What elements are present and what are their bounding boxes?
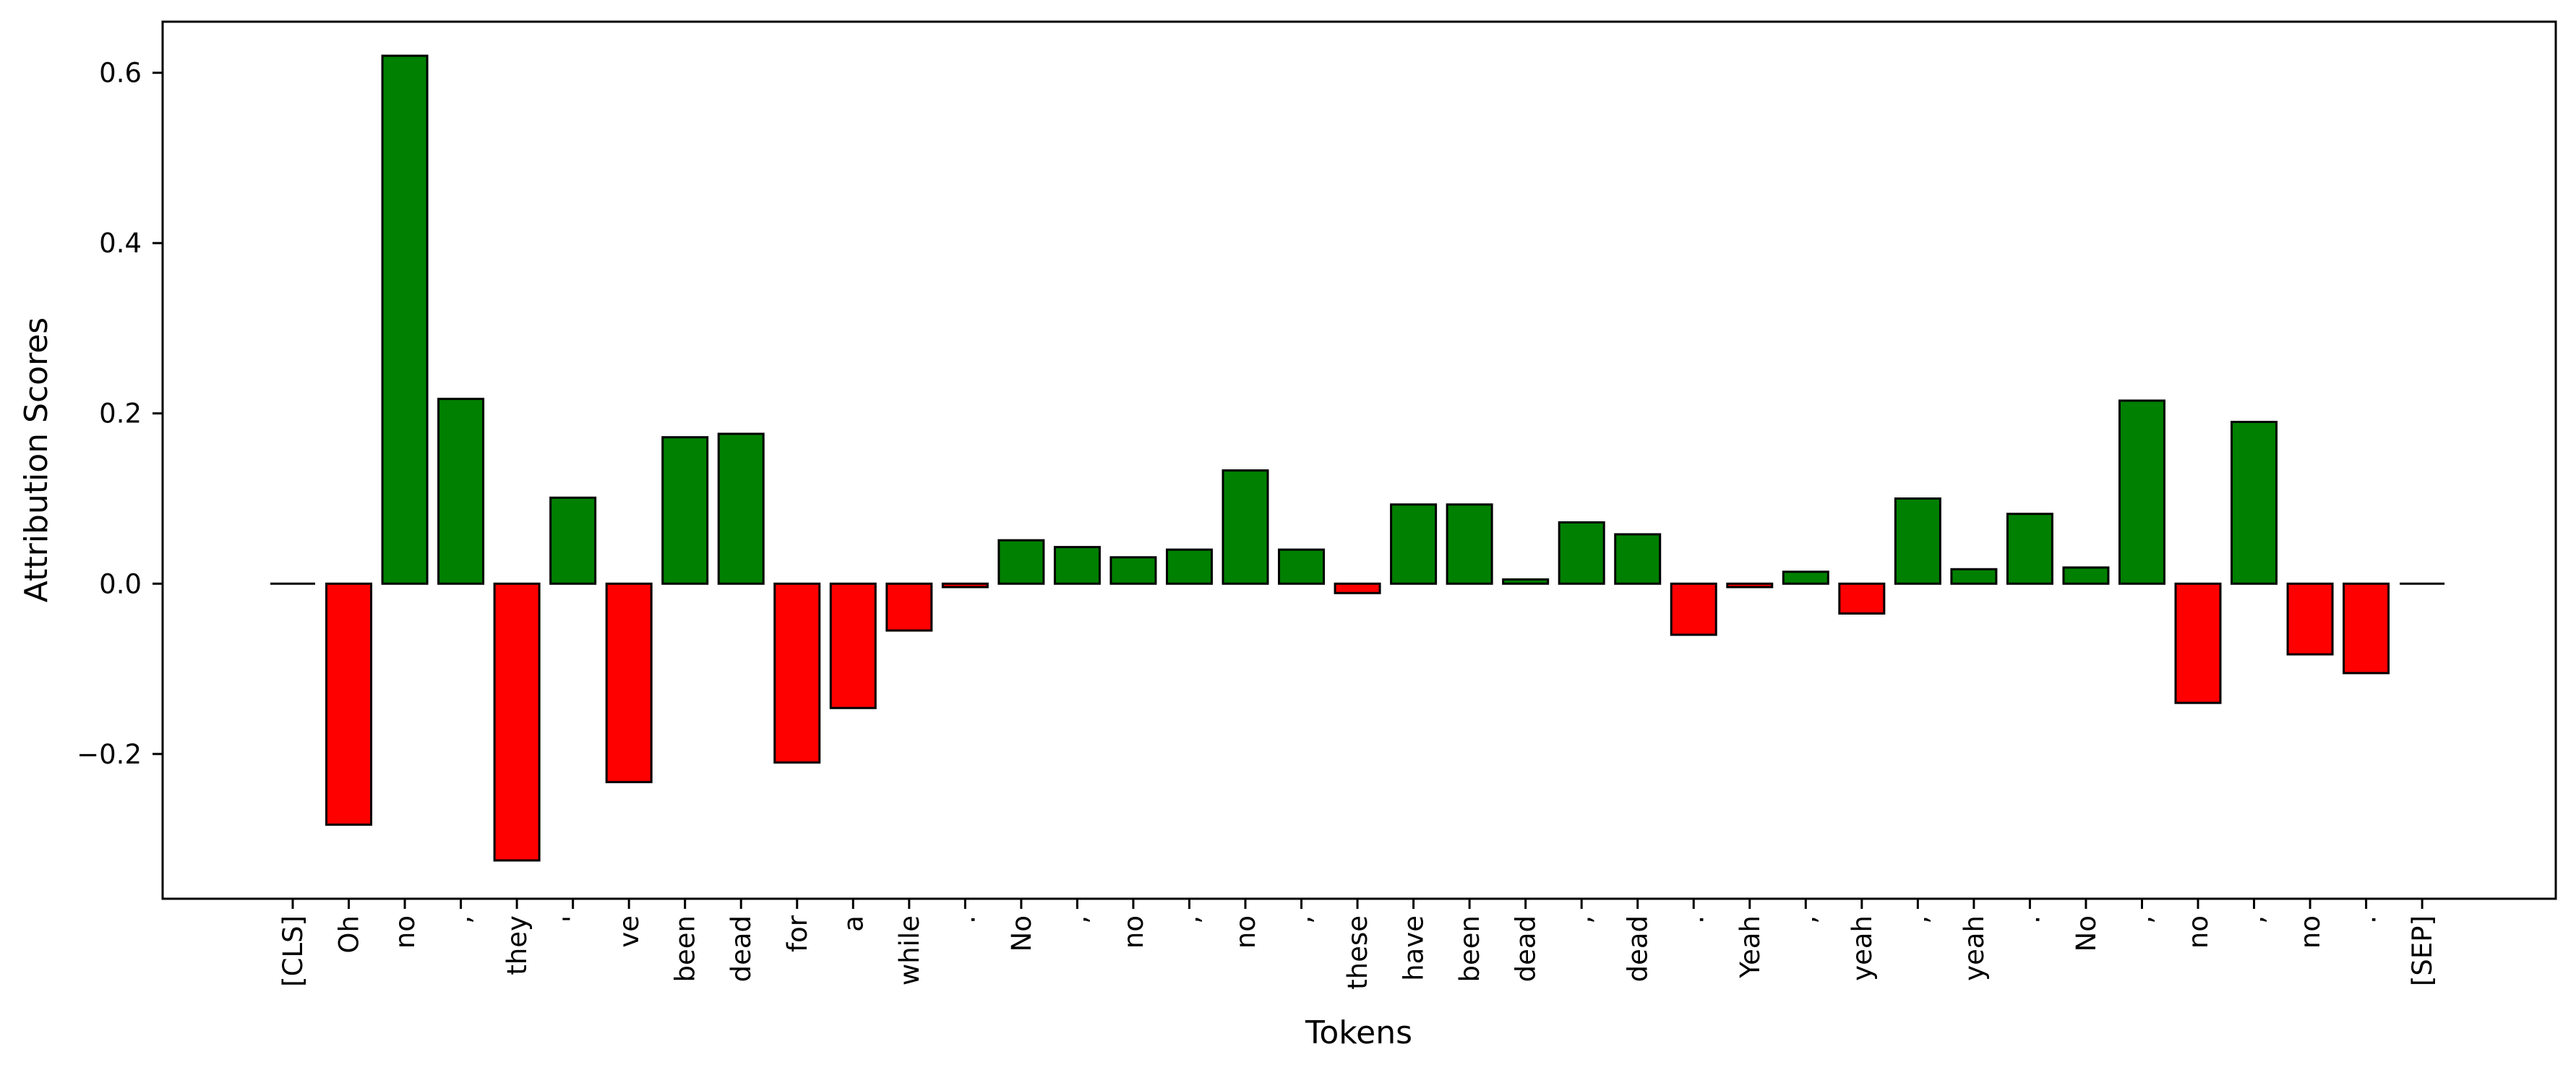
y-axis: −0.2 0.0 0.2 0.4 0.6 (77, 58, 163, 770)
bar-27 (1782, 570, 1829, 585)
x-tick-label: ' (558, 915, 589, 923)
bar-4 (493, 582, 541, 862)
bar-34 (2174, 582, 2222, 704)
x-tick-label: yeah (1959, 915, 1990, 981)
bar-19 (1334, 582, 1381, 594)
x-tick-label: Yeah (1735, 915, 1766, 979)
x-tick-label: No (2071, 915, 2102, 952)
y-tick-label: 0.0 (99, 568, 142, 599)
x-tick-label: , (1566, 915, 1597, 924)
x-tick-label: dead (1511, 915, 1542, 982)
x-tick-label: no (1118, 915, 1149, 949)
x-tick-label: been (670, 915, 701, 982)
bar-32 (2062, 566, 2110, 585)
bar-6 (605, 582, 653, 784)
x-tick-label: no (390, 915, 421, 949)
bar-15 (1109, 556, 1157, 585)
bar-5 (549, 496, 597, 585)
x-tick-label: while (894, 915, 925, 986)
x-tick-label: Oh (334, 915, 365, 954)
bar-2 (381, 54, 429, 585)
bar-23 (1558, 521, 1605, 585)
bar-37 (2343, 582, 2390, 675)
bar-21 (1446, 503, 1493, 585)
bar-9 (773, 582, 821, 764)
x-tick-label: , (1287, 915, 1318, 924)
bar-8 (717, 432, 765, 585)
x-tick-label: a (838, 915, 869, 932)
bar-28 (1838, 582, 1886, 615)
bar-30 (1950, 568, 1998, 585)
bar-31 (2006, 513, 2053, 585)
x-tick-label: , (2126, 915, 2158, 924)
bar-20 (1390, 503, 1438, 585)
bar-29 (1894, 497, 1941, 585)
bar-18 (1278, 548, 1326, 585)
x-tick-label: have (1399, 915, 1430, 981)
y-tick-label: 0.6 (99, 58, 142, 89)
x-tick-label: , (2239, 915, 2270, 924)
y-tick-label: −0.2 (77, 739, 142, 770)
bar-17 (1222, 469, 1269, 585)
bar-11 (885, 582, 933, 632)
x-tick-label: . (950, 915, 981, 924)
plot-frame (161, 20, 2557, 900)
x-axis-label: Tokens (1305, 1014, 1412, 1051)
x-tick-label: yeah (1847, 915, 1878, 981)
bar-1 (325, 582, 373, 826)
bar-13 (997, 539, 1045, 585)
x-tick-label: , (1790, 915, 1821, 924)
x-tick-label: for (782, 915, 813, 952)
bar-33 (2118, 399, 2165, 585)
x-tick-label: [SEP] (2407, 915, 2438, 986)
y-tick-label: 0.4 (99, 228, 142, 259)
bar-35 (2231, 421, 2278, 585)
bar-14 (1053, 546, 1101, 585)
bars-group (325, 54, 2390, 862)
bar-36 (2286, 582, 2334, 656)
x-tick-label: , (446, 915, 477, 924)
x-tick-label: . (2014, 915, 2045, 924)
x-tick-label: ve (614, 915, 645, 948)
bar-16 (1165, 548, 1213, 585)
bar-10 (829, 582, 877, 709)
x-tick-label: no (2183, 915, 2214, 949)
bar-22 (1502, 578, 1550, 585)
x-tick-label: . (1678, 915, 1709, 924)
x-tick-label: No (1006, 915, 1037, 952)
x-tick-label: these (1342, 915, 1373, 990)
x-tick-label: , (1902, 915, 1933, 924)
x-tick-label: [CLS] (278, 915, 309, 987)
x-tick-label: no (1230, 915, 1261, 949)
bar-24 (1614, 533, 1662, 585)
bar-26 (1726, 582, 1774, 589)
bar-7 (661, 436, 709, 585)
x-tick-label: they (502, 915, 533, 975)
x-tick-label: been (1454, 915, 1485, 982)
x-tick-label: dead (726, 915, 757, 982)
x-tick-label: , (1174, 915, 1205, 924)
x-tick-label: no (2295, 915, 2326, 949)
bar-3 (437, 398, 485, 585)
bar-25 (1670, 582, 1717, 636)
y-tick-label: 0.2 (99, 398, 142, 429)
x-tick-label: dead (1623, 915, 1654, 982)
x-axis: [CLS] Oh no, they ' ve been dead for a while. No, no… (278, 899, 2438, 990)
x-tick-label: . (2351, 915, 2382, 924)
x-tick-label: , (1062, 915, 1093, 924)
y-axis-label: Attribution Scores (18, 317, 55, 602)
bar-12 (941, 582, 989, 589)
